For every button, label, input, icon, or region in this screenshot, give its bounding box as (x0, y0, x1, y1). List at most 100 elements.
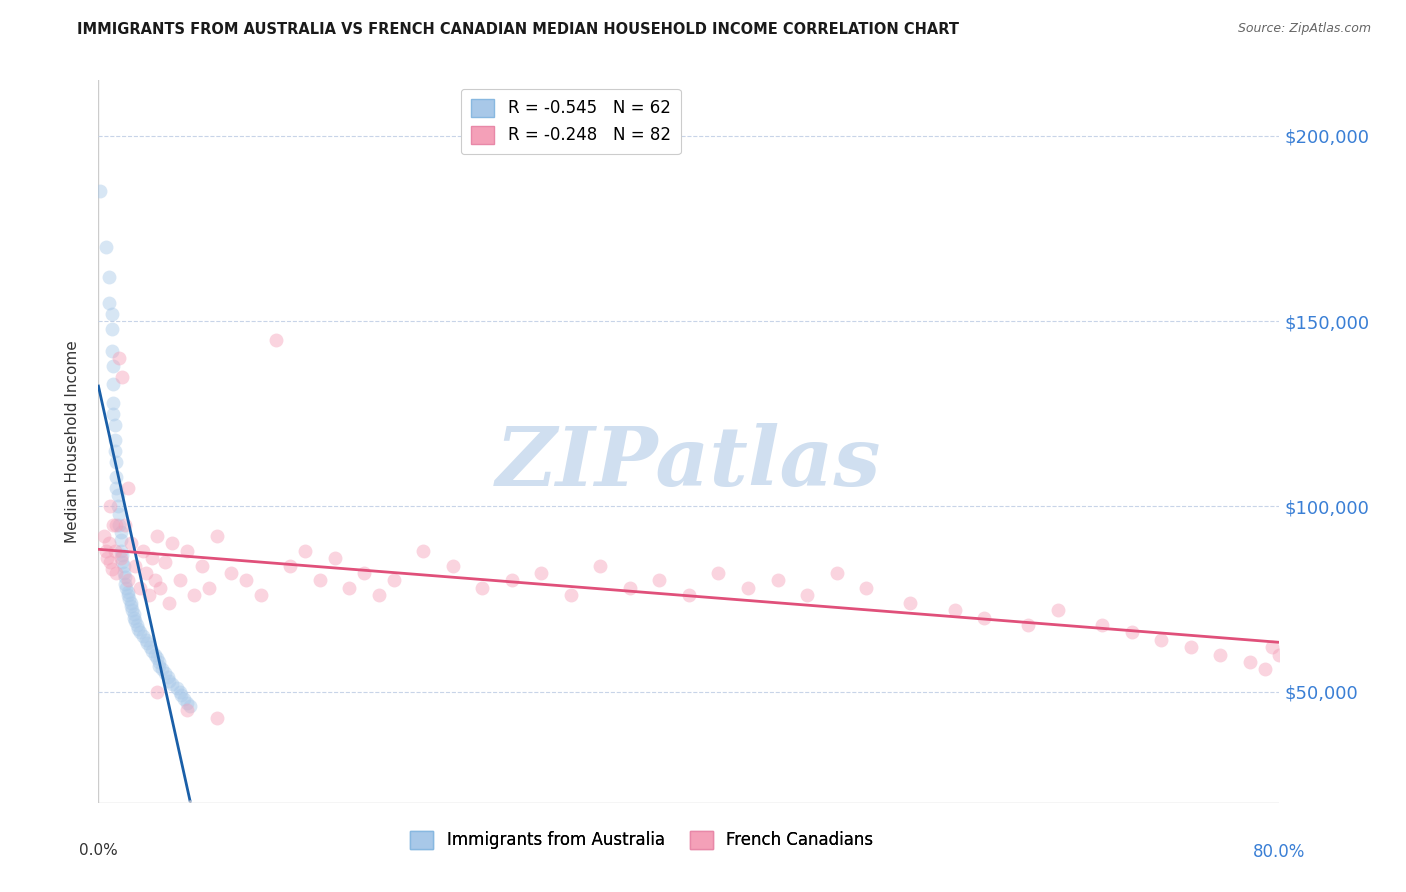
Point (105, 517, 128, 532)
Point (156, 670, 179, 684)
Point (173, 692, 195, 706)
Point (105, 469, 128, 483)
Point (1121, 625, 1143, 640)
Point (135, 566, 157, 580)
Text: ZIPatlas: ZIPatlas (496, 423, 882, 503)
Point (221, 566, 243, 580)
Point (125, 618, 148, 632)
Point (153, 555, 176, 569)
Point (1209, 648, 1232, 662)
Point (117, 588, 139, 602)
Point (122, 610, 145, 624)
Point (143, 574, 166, 588)
Point (112, 558, 135, 573)
Point (619, 581, 641, 595)
Point (110, 551, 132, 566)
Point (205, 529, 228, 543)
Point (112, 566, 135, 580)
Point (97, 536, 120, 550)
Point (117, 574, 139, 588)
Point (138, 588, 160, 602)
Point (339, 581, 361, 595)
Point (1046, 603, 1070, 617)
Point (530, 566, 553, 580)
Point (100, 562, 122, 576)
Point (162, 536, 183, 550)
Point (1091, 618, 1114, 632)
Point (179, 699, 201, 714)
Point (100, 343, 122, 358)
Point (148, 658, 170, 673)
Point (176, 703, 198, 717)
Point (170, 689, 193, 703)
Point (678, 588, 700, 602)
Point (122, 607, 145, 621)
Point (412, 544, 434, 558)
Point (441, 558, 464, 573)
Point (264, 333, 287, 347)
Point (157, 596, 180, 610)
Point (111, 548, 134, 562)
Point (153, 666, 176, 681)
Point (97, 295, 120, 310)
Point (1268, 648, 1291, 662)
Point (176, 544, 198, 558)
Point (1261, 640, 1284, 655)
Point (589, 558, 612, 573)
Point (94, 544, 117, 558)
Point (648, 574, 671, 588)
Point (121, 603, 143, 617)
Point (105, 481, 128, 495)
Point (1254, 662, 1277, 676)
Point (120, 536, 142, 550)
Point (183, 588, 205, 602)
Point (146, 529, 169, 543)
Point (120, 596, 142, 610)
Point (96, 551, 118, 566)
Point (100, 307, 122, 321)
Point (900, 596, 922, 610)
Point (1180, 640, 1202, 655)
Point (103, 407, 125, 421)
Point (103, 377, 125, 392)
Point (117, 481, 139, 495)
Point (89, 185, 111, 199)
Point (169, 574, 191, 588)
Point (323, 551, 346, 566)
Point (1150, 632, 1173, 647)
Point (1239, 655, 1261, 669)
Point (149, 581, 172, 595)
Point (707, 566, 730, 580)
Point (132, 544, 155, 558)
Point (136, 636, 159, 650)
Point (108, 517, 131, 532)
Point (368, 588, 391, 602)
Point (157, 673, 180, 688)
Point (146, 651, 169, 665)
Point (176, 696, 198, 710)
Point (146, 684, 169, 698)
Point (309, 574, 332, 588)
Point (166, 681, 188, 695)
Point (825, 566, 848, 580)
Point (93, 529, 115, 543)
Point (105, 566, 128, 580)
Point (110, 525, 132, 540)
Point (104, 433, 127, 447)
Point (124, 558, 146, 573)
Point (114, 570, 136, 584)
Point (205, 710, 228, 724)
Point (103, 359, 125, 373)
Y-axis label: Median Household Income: Median Household Income (65, 340, 80, 543)
Point (108, 507, 131, 521)
Point (105, 455, 128, 469)
Point (943, 603, 966, 617)
Point (110, 544, 132, 558)
Point (110, 533, 132, 547)
Point (501, 574, 523, 588)
Point (382, 574, 405, 588)
Point (128, 625, 150, 640)
Point (280, 558, 302, 573)
Point (148, 655, 170, 669)
Point (104, 544, 127, 558)
